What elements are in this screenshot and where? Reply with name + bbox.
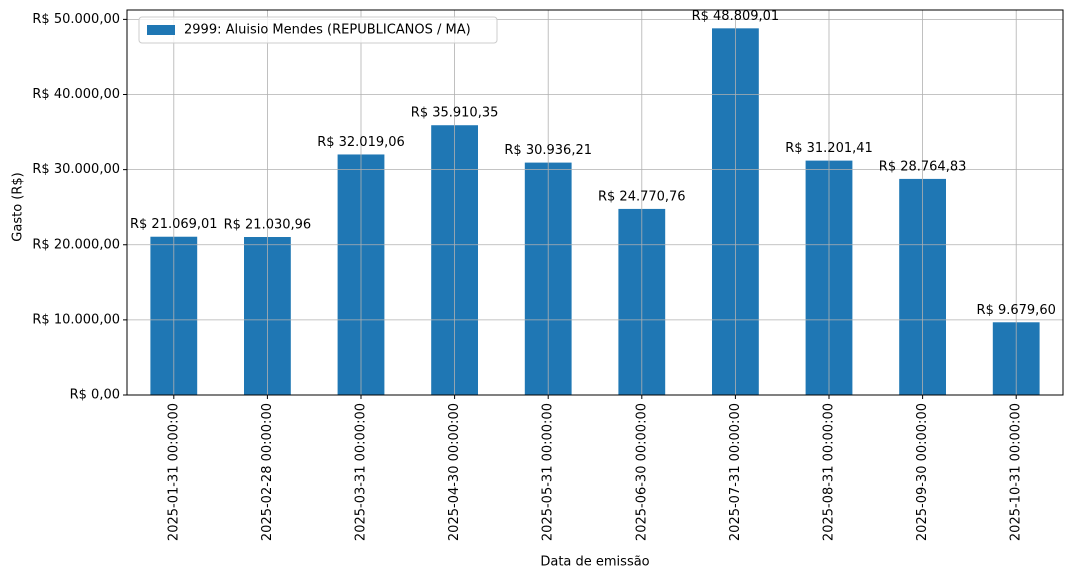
- y-axis-label: Gasto (R$): [11, 172, 26, 241]
- x-tick-label: 2025-09-30 00:00:00: [915, 403, 930, 541]
- data-label: R$ 9.679,60: [977, 303, 1056, 318]
- plot-frame: [126, 9, 1064, 396]
- data-label: R$ 24.770,76: [598, 189, 686, 204]
- y-tick-label: R$ 0,00: [70, 388, 120, 403]
- x-tick-label: 2025-07-31 00:00:00: [728, 403, 743, 541]
- y-tick-label: R$ 10.000,00: [32, 312, 120, 327]
- x-tick-label: 2025-01-31 00:00:00: [166, 403, 181, 541]
- data-label: R$ 32.019,06: [317, 135, 405, 150]
- y-tick-label: R$ 40.000,00: [32, 87, 120, 102]
- y-tick-label: R$ 50.000,00: [32, 12, 120, 27]
- legend-label: 2999: Aluisio Mendes (REPUBLICANOS / MA): [184, 23, 471, 38]
- x-tick-label: 2025-02-28 00:00:00: [260, 403, 275, 541]
- x-tick-label: 2025-10-31 00:00:00: [1009, 403, 1024, 541]
- x-tick-label: 2025-04-30 00:00:00: [447, 403, 462, 541]
- x-axis-label: Data de emissão: [540, 555, 649, 570]
- data-label: R$ 31.201,41: [785, 141, 873, 156]
- legend-box: [138, 16, 498, 44]
- data-label: R$ 30.936,21: [504, 143, 592, 158]
- data-label: R$ 21.069,01: [130, 217, 218, 232]
- x-tick-label: 2025-08-31 00:00:00: [822, 403, 837, 541]
- legend-swatch: [147, 25, 175, 35]
- x-tick-label: 2025-06-30 00:00:00: [634, 403, 649, 541]
- y-tick-label: R$ 20.000,00: [32, 237, 120, 252]
- x-tick-label: 2025-05-31 00:00:00: [541, 403, 556, 541]
- data-label: R$ 28.764,83: [879, 159, 967, 174]
- data-label: R$ 48.809,01: [692, 9, 780, 24]
- y-tick-label: R$ 30.000,00: [32, 162, 120, 177]
- data-label: R$ 35.910,35: [411, 106, 499, 121]
- x-tick-label: 2025-03-31 00:00:00: [354, 403, 369, 541]
- data-label: R$ 21.030,96: [224, 218, 312, 233]
